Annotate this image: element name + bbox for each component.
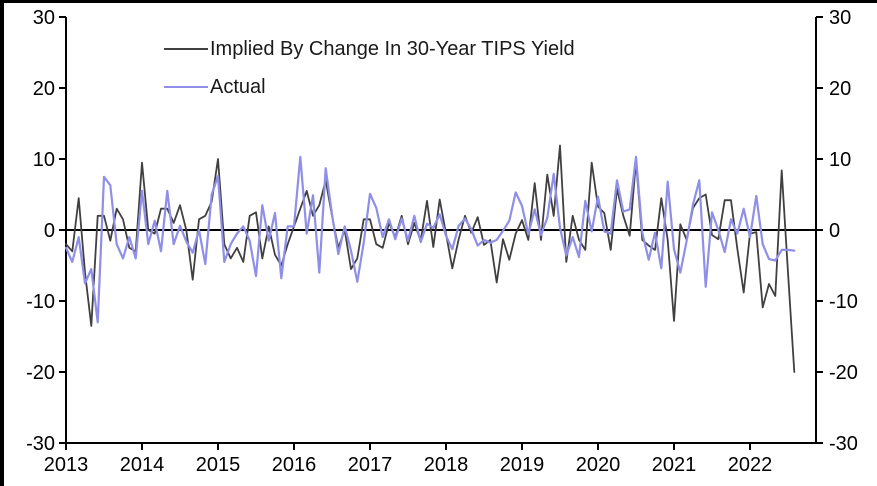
y-axis-tick-label-left: -10	[26, 291, 55, 313]
y-axis-tick-label-left: -30	[26, 433, 55, 455]
frame-border-left	[0, 0, 4, 486]
x-axis-tick-label: 2017	[348, 454, 393, 476]
x-axis-tick-label: 2019	[500, 454, 545, 476]
x-axis-tick-label: 2022	[728, 454, 773, 476]
y-axis-tick-label-left: 10	[33, 149, 55, 171]
y-axis-tick-label-right: 30	[829, 7, 851, 29]
y-axis-tick-label-left: 0	[44, 220, 55, 242]
x-axis-tick-label: 2020	[576, 454, 621, 476]
x-axis-tick-label: 2018	[424, 454, 469, 476]
implied-series-line-swatch	[164, 48, 208, 50]
y-axis-tick-label-right: 10	[829, 149, 851, 171]
actual-series-line	[64, 155, 796, 324]
actual-series-line-swatch	[164, 86, 208, 88]
x-axis-tick-label: 2014	[120, 454, 165, 476]
implied-series-line	[65, 144, 796, 373]
y-axis-tick-label-right: -30	[829, 433, 858, 455]
implied-series-label: Implied By Change In 30-Year TIPS Yield	[210, 37, 575, 60]
y-axis-tick-label-right: -10	[829, 291, 858, 313]
legend-item-actual: Actual	[164, 68, 575, 106]
actual-series-label: Actual	[210, 75, 266, 98]
frame-border-top	[0, 0, 877, 3]
legend-item-implied: Implied By Change In 30-Year TIPS Yield	[164, 30, 575, 68]
y-axis-tick-label-left: 20	[33, 78, 55, 100]
x-axis-tick-label: 2016	[272, 454, 317, 476]
y-axis-tick-label-right: 0	[829, 220, 840, 242]
chart-legend: Implied By Change In 30-Year TIPS Yield …	[164, 30, 575, 106]
x-axis-tick-label: 2021	[652, 454, 697, 476]
x-axis-tick-label: 2015	[196, 454, 241, 476]
x-axis-tick-label: 2013	[44, 454, 89, 476]
y-axis-tick-label-right: 20	[829, 78, 851, 100]
y-axis-tick-label-right: -20	[829, 362, 858, 384]
y-axis-tick-label-left: -20	[26, 362, 55, 384]
y-axis-tick-label-left: 30	[33, 7, 55, 29]
